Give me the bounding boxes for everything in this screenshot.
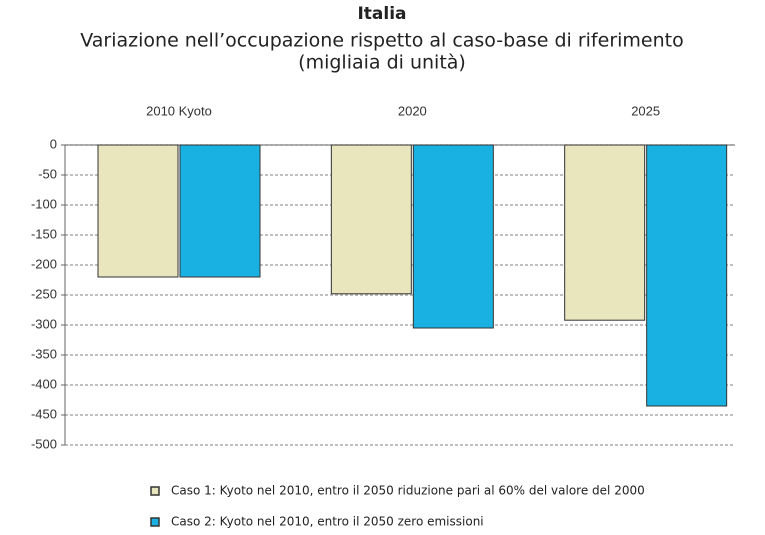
y-tick-label: -350 xyxy=(31,346,57,361)
bar xyxy=(564,144,646,321)
chart-units: (migliaia di unità) xyxy=(298,52,466,74)
y-tick-label: -400 xyxy=(31,376,57,391)
y-tick-label: -150 xyxy=(31,226,57,241)
y-tick-label: 0 xyxy=(50,136,57,151)
y-tick-label: -100 xyxy=(31,196,57,211)
legend-label: Caso 2: Kyoto nel 2010, entro il 2050 ze… xyxy=(171,515,484,529)
y-tick-label: -300 xyxy=(31,316,57,331)
y-tick-label: -200 xyxy=(31,256,57,271)
y-tick-label: -500 xyxy=(31,436,57,451)
chart-title: Italia xyxy=(357,4,406,24)
x-tick-label: 2020 xyxy=(398,103,427,118)
bar xyxy=(412,144,494,329)
legend-swatch xyxy=(150,486,160,496)
x-tick-label: 2010 Kyoto xyxy=(146,103,212,118)
y-tick-label: -250 xyxy=(31,286,57,301)
legend-swatch xyxy=(150,517,160,527)
chart-subtitle: Variazione nell’occupazione rispetto al … xyxy=(80,30,683,52)
bar xyxy=(330,144,412,295)
bar xyxy=(97,144,179,278)
legend-label: Caso 1: Kyoto nel 2010, entro il 2050 ri… xyxy=(171,484,645,498)
y-tick-label: -50 xyxy=(38,166,57,181)
x-tick-label: 2025 xyxy=(631,103,660,118)
y-tick-label: -450 xyxy=(31,406,57,421)
bar xyxy=(179,144,261,278)
bar xyxy=(646,144,728,407)
